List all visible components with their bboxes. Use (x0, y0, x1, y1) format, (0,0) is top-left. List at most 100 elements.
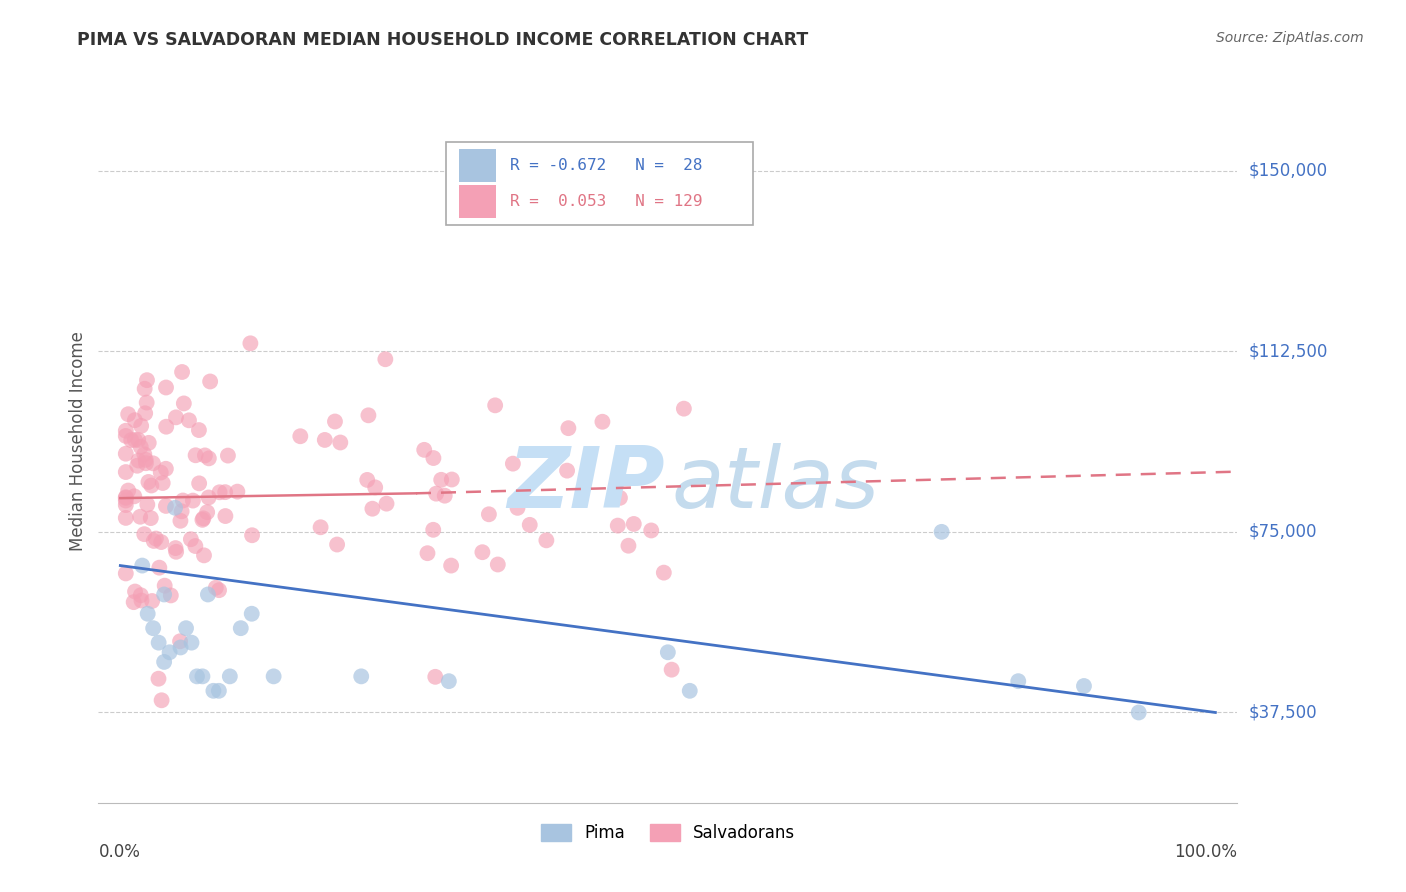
Point (114, 465, 136, 479)
Point (186, 669, 208, 683)
Point (197, 587, 219, 601)
Point (159, 589, 181, 603)
Point (173, 396, 195, 410)
Point (239, 336, 262, 351)
Point (155, 419, 177, 434)
Point (437, 674, 460, 689)
Point (180, 635, 202, 649)
Point (117, 407, 139, 421)
Point (326, 537, 349, 551)
Point (114, 511, 136, 525)
Point (1073, 679, 1095, 693)
Point (191, 669, 214, 683)
Point (148, 560, 170, 574)
Point (197, 491, 219, 505)
Text: R =  0.053   N = 129: R = 0.053 N = 129 (509, 194, 702, 209)
Point (193, 511, 215, 525)
FancyBboxPatch shape (446, 142, 754, 225)
Point (204, 581, 226, 595)
Text: ZIP: ZIP (506, 443, 665, 526)
Point (131, 593, 153, 607)
Point (609, 491, 631, 505)
Text: atlas: atlas (671, 443, 879, 526)
Point (114, 424, 136, 438)
Point (657, 645, 679, 659)
Point (114, 491, 136, 505)
Point (127, 433, 149, 447)
Point (263, 669, 285, 683)
Point (356, 473, 378, 487)
Point (165, 541, 187, 555)
Point (208, 683, 231, 698)
Point (309, 520, 332, 534)
Point (141, 478, 163, 492)
Point (169, 634, 191, 648)
Point (208, 583, 231, 598)
Point (134, 382, 156, 396)
Point (114, 447, 136, 461)
Point (150, 535, 173, 549)
Point (165, 545, 187, 559)
Point (134, 447, 156, 461)
Point (1128, 706, 1150, 720)
Point (191, 513, 214, 527)
Point (478, 508, 501, 522)
Point (134, 527, 156, 541)
Point (170, 365, 193, 379)
Point (413, 442, 436, 457)
Point (425, 670, 447, 684)
Point (652, 566, 675, 580)
Point (127, 458, 149, 473)
Point (114, 566, 136, 581)
Point (114, 490, 136, 504)
Point (145, 532, 167, 546)
Point (357, 409, 380, 423)
Text: 0.0%: 0.0% (98, 843, 141, 861)
Point (198, 375, 221, 389)
Point (323, 415, 346, 429)
Point (471, 545, 494, 559)
FancyBboxPatch shape (460, 186, 496, 218)
Point (361, 501, 384, 516)
Point (120, 433, 142, 447)
Point (134, 406, 156, 420)
Point (229, 621, 252, 635)
Point (195, 505, 218, 519)
Point (214, 485, 236, 500)
Point (425, 486, 447, 500)
Point (617, 539, 640, 553)
Point (502, 457, 524, 471)
Y-axis label: Median Household Income: Median Household Income (69, 332, 87, 551)
Point (153, 655, 176, 669)
Point (148, 672, 170, 686)
Point (184, 448, 207, 462)
Point (364, 480, 387, 494)
Point (188, 476, 211, 491)
Point (155, 499, 177, 513)
Point (486, 558, 509, 572)
Point (931, 524, 953, 539)
Point (440, 558, 463, 573)
Point (350, 669, 373, 683)
Point (124, 433, 146, 447)
Point (1007, 674, 1029, 689)
Point (606, 518, 628, 533)
Text: $112,500: $112,500 (1249, 343, 1327, 360)
Point (139, 511, 162, 525)
Point (226, 484, 249, 499)
Text: PIMA VS SALVADORAN MEDIAN HOUSEHOLD INCOME CORRELATION CHART: PIMA VS SALVADORAN MEDIAN HOUSEHOLD INCO… (77, 31, 808, 49)
Point (136, 607, 159, 621)
Point (155, 380, 177, 394)
Point (536, 533, 558, 548)
Point (640, 524, 662, 538)
Point (290, 429, 312, 443)
Point (129, 440, 152, 454)
Text: $37,500: $37,500 (1249, 704, 1317, 722)
Point (169, 640, 191, 655)
Point (208, 485, 231, 500)
Point (136, 498, 159, 512)
Point (433, 489, 456, 503)
Point (149, 466, 172, 480)
Point (135, 456, 157, 470)
Point (557, 421, 579, 435)
